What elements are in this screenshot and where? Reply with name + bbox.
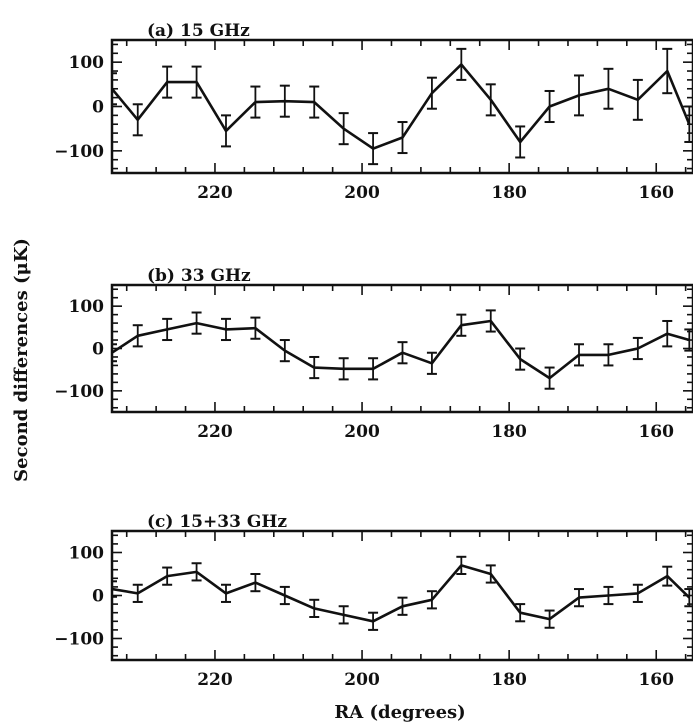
error-bar (338, 357, 349, 381)
error-bar (397, 121, 408, 155)
error-bar (397, 341, 408, 365)
error-bar (456, 555, 467, 575)
error-bar (426, 590, 437, 610)
error-bar (515, 603, 526, 623)
data-series (112, 47, 693, 166)
error-bar (485, 309, 496, 333)
y-tick-label: −100 (54, 630, 104, 650)
error-bar (574, 343, 585, 367)
error-bar (426, 76, 437, 110)
error-bar (162, 317, 173, 342)
error-bar (338, 112, 349, 146)
error-bar (603, 67, 614, 110)
error-bar (220, 114, 231, 148)
error-bar (603, 585, 614, 606)
error-bar (220, 583, 231, 603)
x-tick-label: 160 (638, 670, 674, 690)
x-tick-label: 180 (491, 183, 527, 203)
x-tick-label: 180 (491, 670, 527, 690)
error-bar (368, 357, 379, 381)
x-tick-label: 180 (491, 422, 527, 442)
y-axis-label: Second differences (μK) (11, 238, 32, 482)
x-tick-label: 220 (197, 183, 233, 203)
error-bar (515, 347, 526, 371)
x-tick-label: 160 (638, 183, 674, 203)
error-bar (632, 78, 643, 121)
error-bar (250, 85, 261, 119)
error-bar (544, 366, 555, 390)
error-bar (309, 355, 320, 380)
error-bar (662, 565, 673, 587)
series-line (112, 319, 690, 380)
x-tick-label: 220 (197, 422, 233, 442)
x-tick-label: 200 (344, 183, 380, 203)
error-bar (191, 562, 202, 582)
error-bar (309, 85, 320, 119)
panel-title: (a) 15 GHz (147, 21, 250, 41)
series-line (112, 564, 691, 623)
error-bar (574, 74, 585, 117)
error-bar (662, 47, 673, 95)
y-tick-label: 100 (69, 297, 105, 317)
y-tick-label: 100 (69, 544, 105, 564)
error-bar (485, 564, 496, 584)
y-tick-label: 0 (92, 340, 104, 360)
chart-panel-1: (a) 15 GHz 220 200 180 160 100 0 −100 (54, 21, 693, 203)
data-series (112, 555, 693, 631)
error-bar (279, 585, 290, 606)
error-bar (162, 65, 173, 99)
error-bar (426, 351, 437, 375)
y-tick-label: 0 (92, 98, 104, 118)
series-line (112, 63, 691, 150)
error-bar (485, 83, 496, 117)
error-bar (132, 324, 143, 348)
x-tick-label: 200 (344, 422, 380, 442)
error-bar (162, 566, 173, 586)
panel-title: (b) 33 GHz (147, 266, 251, 286)
error-bar (279, 84, 290, 118)
x-axis-label: RA (degrees) (334, 702, 465, 723)
y-tick-label: 0 (92, 587, 104, 607)
error-bar (132, 583, 143, 603)
data-series (112, 309, 693, 390)
error-bar (132, 103, 143, 137)
error-bar (603, 343, 614, 367)
error-bar (112, 343, 117, 363)
error-bar (515, 125, 526, 159)
error-bar (544, 609, 555, 629)
error-bar (220, 317, 231, 342)
y-tick-label: 100 (69, 53, 105, 73)
error-bar (632, 336, 643, 361)
y-tick-label: −100 (54, 142, 104, 162)
error-bar (397, 596, 408, 616)
error-bar (574, 588, 585, 608)
x-tick-label: 220 (197, 670, 233, 690)
y-tick-label: −100 (54, 382, 104, 402)
error-bar (309, 598, 320, 618)
error-bar (191, 311, 202, 335)
panel-title: (c) 15+33 GHz (147, 512, 287, 532)
error-bar (662, 319, 673, 348)
error-bar (112, 72, 117, 106)
error-bar (191, 65, 202, 99)
error-bar (632, 583, 643, 603)
error-bar (544, 89, 555, 124)
error-bar (456, 47, 467, 81)
x-tick-label: 160 (638, 422, 674, 442)
error-bar (456, 313, 467, 337)
error-bar (279, 339, 290, 363)
error-bar (250, 573, 261, 593)
chart-panel-2: (b) 33 GHz 220 200 180 160 100 0 −100 (54, 266, 693, 442)
error-bar (368, 132, 379, 166)
error-bar (112, 580, 117, 598)
error-bar (368, 611, 379, 631)
chart-panel-3: (c) 15+33 GHz 220 200 180 160 100 0 −100 (54, 512, 693, 690)
error-bar (250, 316, 261, 340)
x-tick-label: 200 (344, 670, 380, 690)
error-bar (338, 605, 349, 625)
